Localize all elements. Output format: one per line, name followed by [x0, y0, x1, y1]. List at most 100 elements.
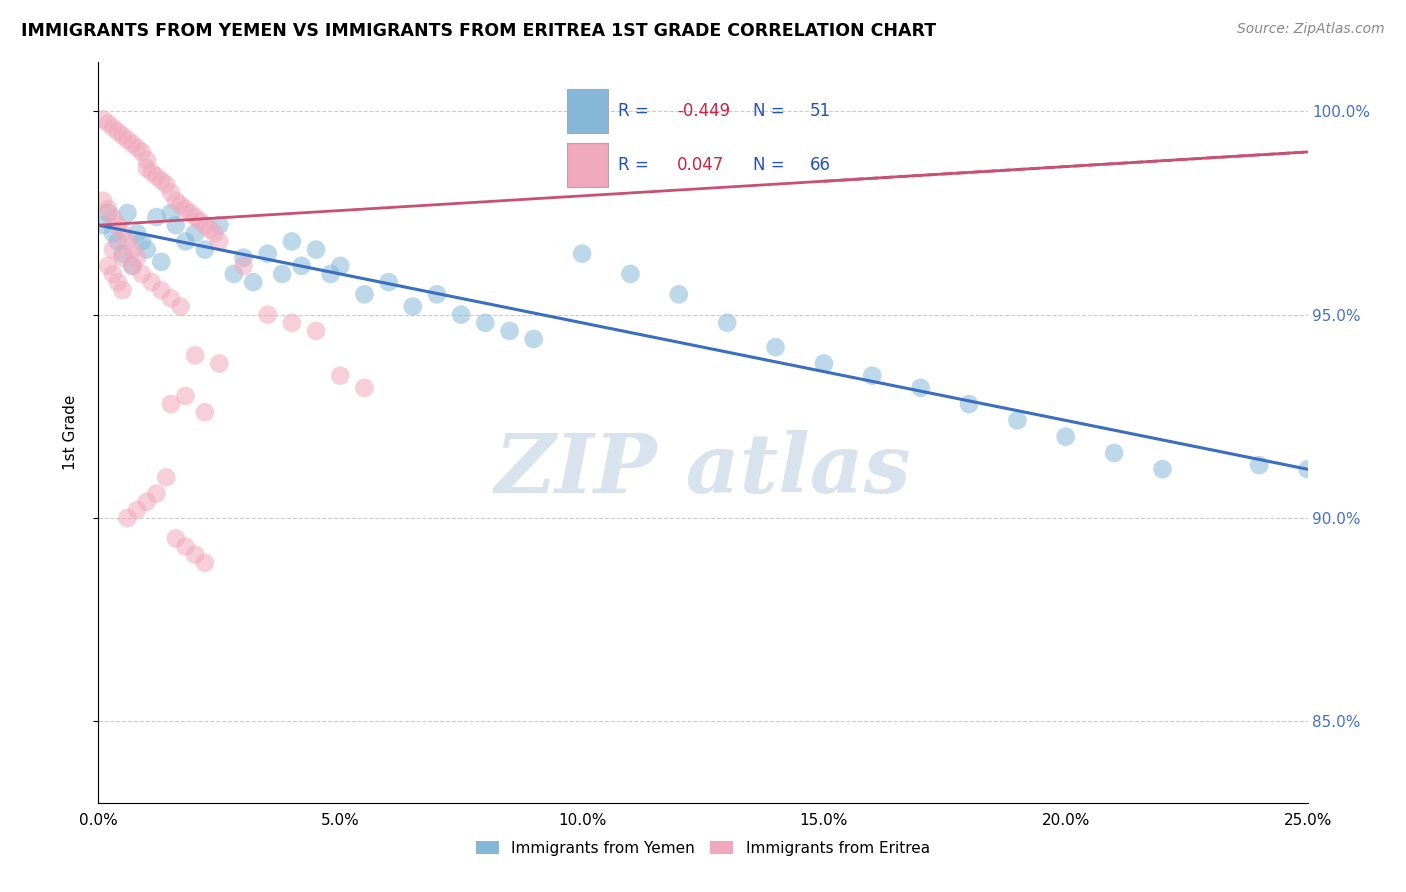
Point [165, 532, 187, 546]
Point [135, 161, 157, 176]
Point [716, 316, 738, 330]
Point [141, 165, 163, 179]
Point [765, 340, 787, 354]
Point [135, 243, 157, 257]
Point [169, 300, 191, 314]
Point [155, 470, 177, 484]
Point [165, 194, 187, 208]
Point [97, 259, 120, 273]
Point [107, 125, 129, 139]
Point [101, 267, 124, 281]
Point [91, 112, 114, 127]
Point [135, 153, 157, 167]
Point [377, 275, 399, 289]
Point [256, 246, 278, 260]
Point [127, 227, 149, 241]
Point [91, 218, 114, 232]
Point [450, 308, 472, 322]
Point [174, 202, 197, 216]
Point [1249, 458, 1271, 472]
Point [141, 275, 163, 289]
Point [160, 186, 183, 200]
Point [910, 381, 932, 395]
Point [101, 243, 124, 257]
Point [184, 548, 207, 562]
Point [329, 368, 352, 383]
Point [353, 381, 375, 395]
Point [523, 332, 546, 346]
Text: Source: ZipAtlas.com: Source: ZipAtlas.com [1237, 22, 1385, 37]
Point [198, 222, 221, 236]
Point [169, 198, 191, 212]
Point [107, 275, 129, 289]
Point [188, 214, 211, 228]
Point [281, 235, 304, 249]
Point [97, 116, 120, 130]
Point [111, 128, 134, 143]
Point [194, 218, 217, 232]
Point [242, 275, 264, 289]
Legend: Immigrants from Yemen, Immigrants from Eritrea: Immigrants from Yemen, Immigrants from E… [470, 835, 936, 862]
Point [204, 227, 226, 241]
Point [155, 178, 177, 192]
Point [160, 397, 183, 411]
Point [117, 206, 139, 220]
Text: ZIP atlas: ZIP atlas [495, 430, 911, 509]
Point [174, 389, 197, 403]
Point [402, 300, 425, 314]
Point [184, 227, 207, 241]
Point [860, 368, 883, 383]
Point [127, 251, 149, 265]
Point [426, 287, 449, 301]
Point [619, 267, 641, 281]
Point [957, 397, 980, 411]
Point [127, 141, 149, 155]
Point [117, 511, 139, 525]
Point [117, 235, 139, 249]
Point [107, 218, 129, 232]
Point [208, 235, 231, 249]
Point [1152, 462, 1174, 476]
Point [117, 133, 139, 147]
Point [184, 348, 207, 362]
Point [305, 243, 328, 257]
Point [145, 486, 167, 500]
Point [184, 210, 207, 224]
Point [813, 356, 835, 370]
Point [668, 287, 690, 301]
Point [179, 206, 201, 220]
Point [194, 556, 217, 570]
Point [135, 495, 157, 509]
Point [319, 267, 342, 281]
Point [121, 259, 143, 273]
Point [232, 259, 254, 273]
Point [232, 251, 254, 265]
Point [1296, 462, 1319, 476]
Point [121, 259, 143, 273]
Point [174, 235, 197, 249]
Point [101, 120, 124, 135]
Point [353, 287, 375, 301]
Y-axis label: 1st Grade: 1st Grade [63, 395, 77, 470]
Point [571, 246, 593, 260]
Point [498, 324, 520, 338]
Point [208, 218, 231, 232]
Point [97, 202, 120, 216]
Point [91, 194, 114, 208]
Point [329, 259, 352, 273]
Point [111, 227, 134, 241]
Point [305, 324, 328, 338]
Point [1007, 413, 1029, 427]
Point [101, 210, 124, 224]
Point [131, 267, 153, 281]
Point [1054, 430, 1077, 444]
Point [145, 210, 167, 224]
Point [150, 254, 173, 268]
Point [111, 246, 134, 260]
Point [160, 206, 183, 220]
Point [150, 283, 173, 297]
Point [174, 540, 197, 554]
Point [121, 136, 143, 151]
Point [271, 267, 294, 281]
Point [1102, 446, 1125, 460]
